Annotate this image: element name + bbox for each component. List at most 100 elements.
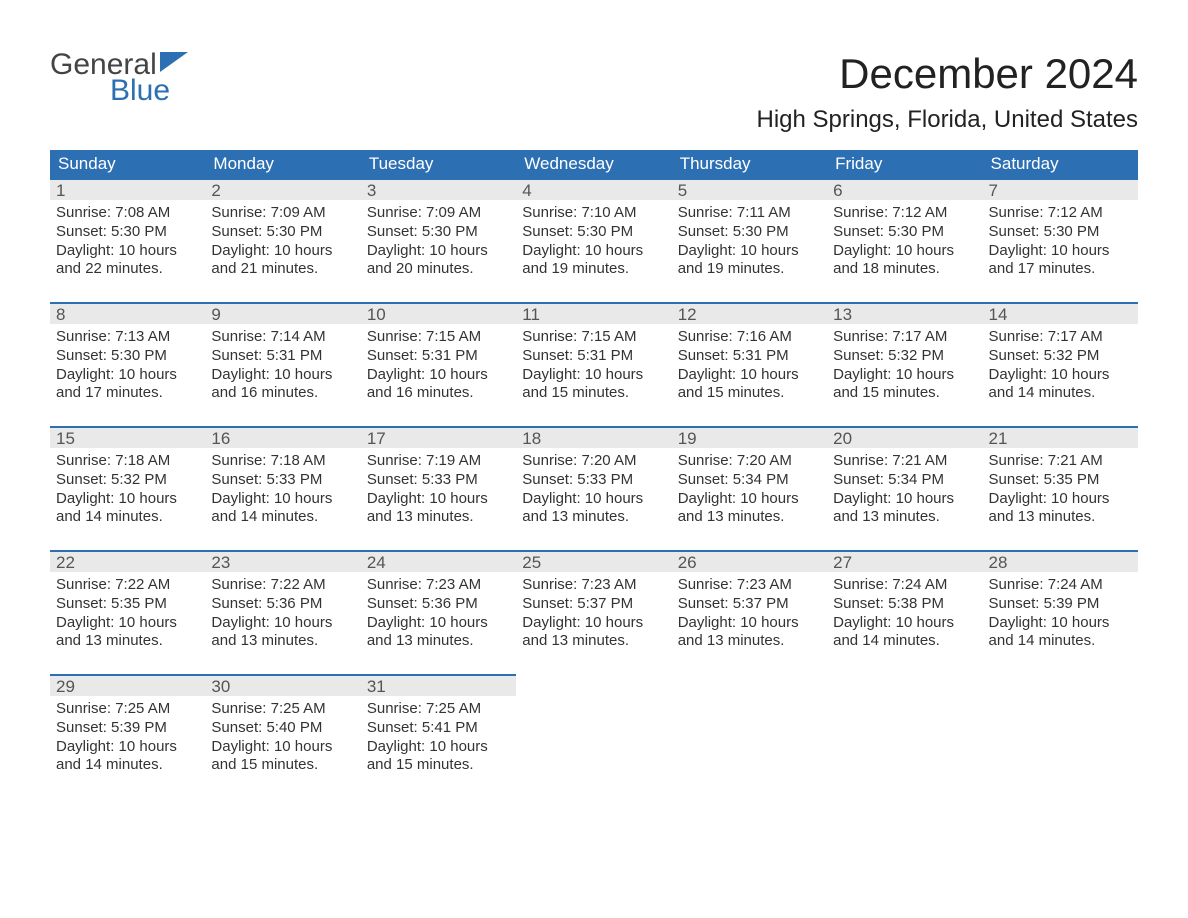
sunrise-text: Sunrise: 7:24 AM	[833, 576, 976, 595]
daylight-line2: and 14 minutes.	[833, 632, 976, 651]
sunrise-text: Sunrise: 7:23 AM	[522, 576, 665, 595]
daylight-line1: Daylight: 10 hours	[678, 614, 821, 633]
sunrise-text: Sunrise: 7:22 AM	[211, 576, 354, 595]
sunrise-text: Sunrise: 7:25 AM	[211, 700, 354, 719]
sunset-text: Sunset: 5:41 PM	[367, 719, 510, 738]
daylight-line1: Daylight: 10 hours	[56, 738, 199, 757]
daylight-line2: and 19 minutes.	[522, 260, 665, 279]
daylight-line1: Daylight: 10 hours	[522, 366, 665, 385]
daylight-line1: Daylight: 10 hours	[522, 614, 665, 633]
day-details: Sunrise: 7:20 AMSunset: 5:33 PMDaylight:…	[516, 448, 671, 550]
day-details: Sunrise: 7:20 AMSunset: 5:34 PMDaylight:…	[672, 448, 827, 550]
sunset-text: Sunset: 5:34 PM	[833, 471, 976, 490]
day-details: Sunrise: 7:16 AMSunset: 5:31 PMDaylight:…	[672, 324, 827, 426]
calendar-week-row: 29Sunrise: 7:25 AMSunset: 5:39 PMDayligh…	[50, 674, 1138, 798]
day-details: Sunrise: 7:19 AMSunset: 5:33 PMDaylight:…	[361, 448, 516, 550]
day-number: 14	[983, 302, 1138, 324]
daylight-line1: Daylight: 10 hours	[678, 366, 821, 385]
calendar-cell	[516, 674, 671, 798]
calendar-cell: 14Sunrise: 7:17 AMSunset: 5:32 PMDayligh…	[983, 302, 1138, 426]
sunset-text: Sunset: 5:30 PM	[56, 347, 199, 366]
empty-day	[983, 674, 1138, 696]
daylight-line1: Daylight: 10 hours	[833, 614, 976, 633]
sunset-text: Sunset: 5:33 PM	[522, 471, 665, 490]
day-number: 9	[205, 302, 360, 324]
day-number: 15	[50, 426, 205, 448]
daylight-line1: Daylight: 10 hours	[367, 614, 510, 633]
sunset-text: Sunset: 5:37 PM	[678, 595, 821, 614]
day-details: Sunrise: 7:10 AMSunset: 5:30 PMDaylight:…	[516, 200, 671, 302]
empty-day-body	[516, 696, 671, 798]
daylight-line1: Daylight: 10 hours	[989, 490, 1132, 509]
daylight-line2: and 13 minutes.	[833, 508, 976, 527]
sunset-text: Sunset: 5:30 PM	[833, 223, 976, 242]
daylight-line2: and 14 minutes.	[56, 508, 199, 527]
day-number: 22	[50, 550, 205, 572]
daylight-line2: and 15 minutes.	[211, 756, 354, 775]
daylight-line2: and 17 minutes.	[56, 384, 199, 403]
day-number: 11	[516, 302, 671, 324]
logo-text-bottom: Blue	[110, 76, 190, 106]
sunset-text: Sunset: 5:39 PM	[56, 719, 199, 738]
daylight-line2: and 22 minutes.	[56, 260, 199, 279]
day-details: Sunrise: 7:14 AMSunset: 5:31 PMDaylight:…	[205, 324, 360, 426]
calendar-cell	[827, 674, 982, 798]
day-details: Sunrise: 7:21 AMSunset: 5:35 PMDaylight:…	[983, 448, 1138, 550]
day-details: Sunrise: 7:15 AMSunset: 5:31 PMDaylight:…	[516, 324, 671, 426]
sunset-text: Sunset: 5:31 PM	[367, 347, 510, 366]
daylight-line1: Daylight: 10 hours	[678, 242, 821, 261]
calendar-cell: 1Sunrise: 7:08 AMSunset: 5:30 PMDaylight…	[50, 178, 205, 302]
daylight-line2: and 13 minutes.	[367, 632, 510, 651]
sunrise-text: Sunrise: 7:13 AM	[56, 328, 199, 347]
calendar-cell: 16Sunrise: 7:18 AMSunset: 5:33 PMDayligh…	[205, 426, 360, 550]
sunrise-text: Sunrise: 7:17 AM	[989, 328, 1132, 347]
sunset-text: Sunset: 5:30 PM	[989, 223, 1132, 242]
sunset-text: Sunset: 5:31 PM	[211, 347, 354, 366]
day-header: Wednesday	[516, 150, 671, 178]
daylight-line2: and 14 minutes.	[989, 632, 1132, 651]
day-details: Sunrise: 7:18 AMSunset: 5:33 PMDaylight:…	[205, 448, 360, 550]
calendar-week-row: 15Sunrise: 7:18 AMSunset: 5:32 PMDayligh…	[50, 426, 1138, 550]
sunrise-text: Sunrise: 7:08 AM	[56, 204, 199, 223]
sunrise-text: Sunrise: 7:21 AM	[989, 452, 1132, 471]
sunset-text: Sunset: 5:30 PM	[367, 223, 510, 242]
sunset-text: Sunset: 5:32 PM	[989, 347, 1132, 366]
calendar-cell: 9Sunrise: 7:14 AMSunset: 5:31 PMDaylight…	[205, 302, 360, 426]
sunrise-text: Sunrise: 7:15 AM	[522, 328, 665, 347]
daylight-line1: Daylight: 10 hours	[56, 614, 199, 633]
daylight-line1: Daylight: 10 hours	[522, 242, 665, 261]
day-details: Sunrise: 7:25 AMSunset: 5:39 PMDaylight:…	[50, 696, 205, 798]
day-details: Sunrise: 7:08 AMSunset: 5:30 PMDaylight:…	[50, 200, 205, 302]
day-details: Sunrise: 7:24 AMSunset: 5:38 PMDaylight:…	[827, 572, 982, 674]
daylight-line2: and 15 minutes.	[522, 384, 665, 403]
sunset-text: Sunset: 5:40 PM	[211, 719, 354, 738]
sunset-text: Sunset: 5:33 PM	[211, 471, 354, 490]
sunset-text: Sunset: 5:37 PM	[522, 595, 665, 614]
empty-day-body	[827, 696, 982, 798]
calendar-cell: 10Sunrise: 7:15 AMSunset: 5:31 PMDayligh…	[361, 302, 516, 426]
day-number: 19	[672, 426, 827, 448]
calendar-cell: 13Sunrise: 7:17 AMSunset: 5:32 PMDayligh…	[827, 302, 982, 426]
calendar-cell: 25Sunrise: 7:23 AMSunset: 5:37 PMDayligh…	[516, 550, 671, 674]
sunrise-text: Sunrise: 7:23 AM	[367, 576, 510, 595]
day-details: Sunrise: 7:09 AMSunset: 5:30 PMDaylight:…	[205, 200, 360, 302]
sunset-text: Sunset: 5:30 PM	[56, 223, 199, 242]
calendar-cell: 17Sunrise: 7:19 AMSunset: 5:33 PMDayligh…	[361, 426, 516, 550]
logo: General Blue	[50, 50, 190, 106]
daylight-line1: Daylight: 10 hours	[56, 366, 199, 385]
sunset-text: Sunset: 5:35 PM	[56, 595, 199, 614]
empty-day	[827, 674, 982, 696]
sunrise-text: Sunrise: 7:20 AM	[678, 452, 821, 471]
daylight-line2: and 13 minutes.	[989, 508, 1132, 527]
calendar-cell: 22Sunrise: 7:22 AMSunset: 5:35 PMDayligh…	[50, 550, 205, 674]
day-number: 20	[827, 426, 982, 448]
day-number: 4	[516, 178, 671, 200]
calendar-cell: 28Sunrise: 7:24 AMSunset: 5:39 PMDayligh…	[983, 550, 1138, 674]
sunrise-text: Sunrise: 7:17 AM	[833, 328, 976, 347]
sunrise-text: Sunrise: 7:12 AM	[989, 204, 1132, 223]
day-number: 7	[983, 178, 1138, 200]
day-details: Sunrise: 7:11 AMSunset: 5:30 PMDaylight:…	[672, 200, 827, 302]
sunset-text: Sunset: 5:38 PM	[833, 595, 976, 614]
calendar-cell: 2Sunrise: 7:09 AMSunset: 5:30 PMDaylight…	[205, 178, 360, 302]
calendar-cell: 5Sunrise: 7:11 AMSunset: 5:30 PMDaylight…	[672, 178, 827, 302]
